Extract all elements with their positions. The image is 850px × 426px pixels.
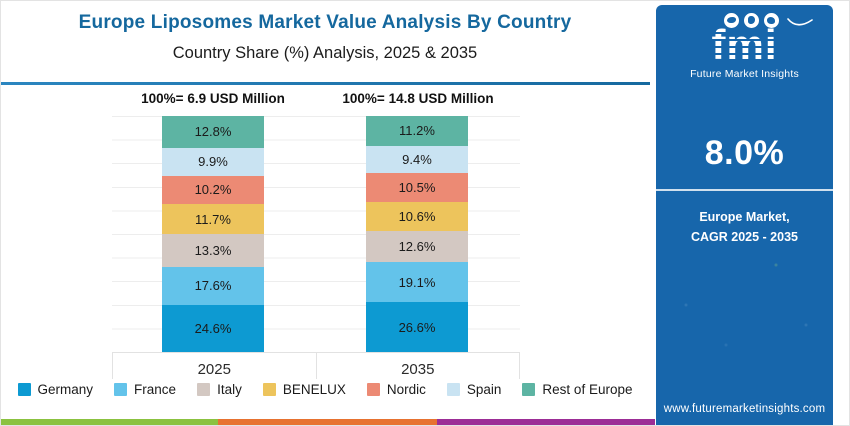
- page-title: Europe Liposomes Market Value Analysis B…: [78, 12, 572, 33]
- segment-value-label: 9.4%: [402, 151, 432, 167]
- footer-stripe-segment-3: [436, 419, 655, 426]
- legend-swatch-icon: [522, 383, 536, 396]
- legend-swatch-icon: [114, 383, 128, 396]
- x-axis-label-2035: 2035: [315, 353, 520, 379]
- page-subtitle: Country Share (%) Analysis, 2025 & 2035: [172, 44, 478, 62]
- footer-stripe-segment-1: [0, 419, 219, 426]
- header-divider: [0, 82, 650, 85]
- sidebar-divider: [656, 189, 833, 191]
- cagr-caption-line1: Europe Market,: [699, 210, 790, 224]
- sidebar: fmi Future Market Insights 8.0% Europe M…: [656, 5, 833, 426]
- segment-value-label: 19.1%: [398, 274, 436, 290]
- segment-spain-2035: 9.4%: [366, 145, 468, 173]
- legend-swatch-icon: [197, 383, 211, 396]
- segment-benelux-2035: 10.6%: [366, 201, 468, 231]
- segment-value-label: 12.6%: [398, 238, 436, 254]
- legend-item-nordic: Nordic: [366, 382, 426, 397]
- legend-swatch-icon: [366, 383, 380, 396]
- logo-tagline: Future Market Insights: [690, 68, 799, 80]
- segment-france-2025: 17.6%: [162, 266, 264, 305]
- segment-value-label: 9.9%: [198, 154, 228, 170]
- column-total-2035: 100%= 14.8 USD Million: [342, 91, 494, 106]
- segment-spain-2025: 9.9%: [162, 147, 264, 176]
- segment-value-label: 10.5%: [398, 179, 436, 195]
- segment-nordic-2035: 10.5%: [366, 173, 468, 202]
- legend-label: Spain: [466, 382, 502, 397]
- segment-value-label: 10.2%: [194, 182, 232, 198]
- column-total-2025: 100%= 6.9 USD Million: [141, 91, 285, 106]
- segment-germany-2035: 26.6%: [366, 302, 468, 352]
- segment-value-label: 13.3%: [194, 243, 232, 259]
- segment-rest-of-europe-2035: 11.2%: [366, 116, 468, 146]
- plot-area: 24.6% 17.6% 13.3% 11.7% 10.2% 9.9% 12.8% 26.6%…: [112, 116, 520, 352]
- segment-value-label: 11.2%: [399, 123, 435, 139]
- globe-icon-2: [743, 13, 759, 28]
- stacked-bar-2025: 24.6% 17.6% 13.3% 11.7% 10.2% 9.9% 12.8%: [162, 116, 264, 352]
- orbit-swoosh-icon: [786, 18, 813, 26]
- logo-mark: fmi: [711, 24, 778, 66]
- cagr-caption: Europe Market, CAGR 2025 - 2035: [691, 207, 798, 247]
- x-axis-label-2025: 2025: [112, 353, 316, 379]
- legend-item-rest-of-europe: Rest of Europe: [522, 382, 632, 397]
- cagr-caption-line2: CAGR 2025 - 2035: [690, 230, 798, 244]
- logo-globes: [690, 13, 813, 30]
- segment-value-label: 12.8%: [194, 124, 232, 140]
- segment-italy-2025: 13.3%: [162, 234, 264, 267]
- legend-label: Italy: [217, 382, 242, 397]
- footer-stripe: [0, 419, 655, 426]
- segment-benelux-2025: 11.7%: [162, 204, 264, 235]
- logo-text: fmi: [711, 21, 778, 68]
- legend-label: BENELUX: [282, 382, 346, 397]
- legend-label: Rest of Europe: [542, 382, 633, 397]
- segment-value-label: 17.6%: [194, 278, 232, 294]
- x-axis: 2025 2035: [112, 352, 520, 379]
- legend-item-benelux: BENELUX: [262, 382, 346, 397]
- chart-header: Europe Liposomes Market Value Analysis B…: [0, 0, 650, 63]
- legend-swatch-icon: [262, 383, 276, 396]
- legend: Germany France Italy BENELUX Nordic Spain Rest…: [0, 382, 650, 397]
- segment-rest-of-europe-2025: 12.8%: [162, 116, 264, 148]
- legend-item-france: France: [114, 382, 176, 397]
- legend-label: Germany: [37, 382, 94, 397]
- segment-nordic-2025: 10.2%: [162, 175, 264, 205]
- segment-value-label: 24.6%: [194, 320, 232, 336]
- globe-icon-1: [723, 13, 739, 28]
- legend-label: Nordic: [386, 382, 426, 397]
- segment-value-label: 10.6%: [398, 208, 436, 224]
- fmi-logo: fmi Future Market Insights: [690, 13, 813, 80]
- legend-label: France: [134, 382, 177, 397]
- legend-item-germany: Germany: [17, 382, 94, 397]
- segment-value-label: 26.6%: [398, 319, 436, 335]
- segment-value-label: 11.7%: [195, 211, 231, 227]
- legend-item-italy: Italy: [197, 382, 242, 397]
- website-link[interactable]: www.futuremarketinsights.com: [663, 403, 826, 415]
- stacked-bar-2035: 26.6% 19.1% 12.6% 10.6% 10.5% 9.4% 11.2%: [366, 116, 468, 352]
- legend-swatch-icon: [446, 383, 460, 396]
- segment-germany-2025: 24.6%: [162, 304, 264, 352]
- globe-icon-3: [763, 13, 779, 28]
- segment-italy-2035: 12.6%: [366, 230, 468, 263]
- cagr-value: 8.0%: [704, 134, 785, 172]
- legend-item-spain: Spain: [446, 382, 502, 397]
- legend-swatch-icon: [17, 383, 31, 396]
- footer-stripe-segment-2: [218, 419, 437, 426]
- segment-france-2035: 19.1%: [366, 262, 468, 303]
